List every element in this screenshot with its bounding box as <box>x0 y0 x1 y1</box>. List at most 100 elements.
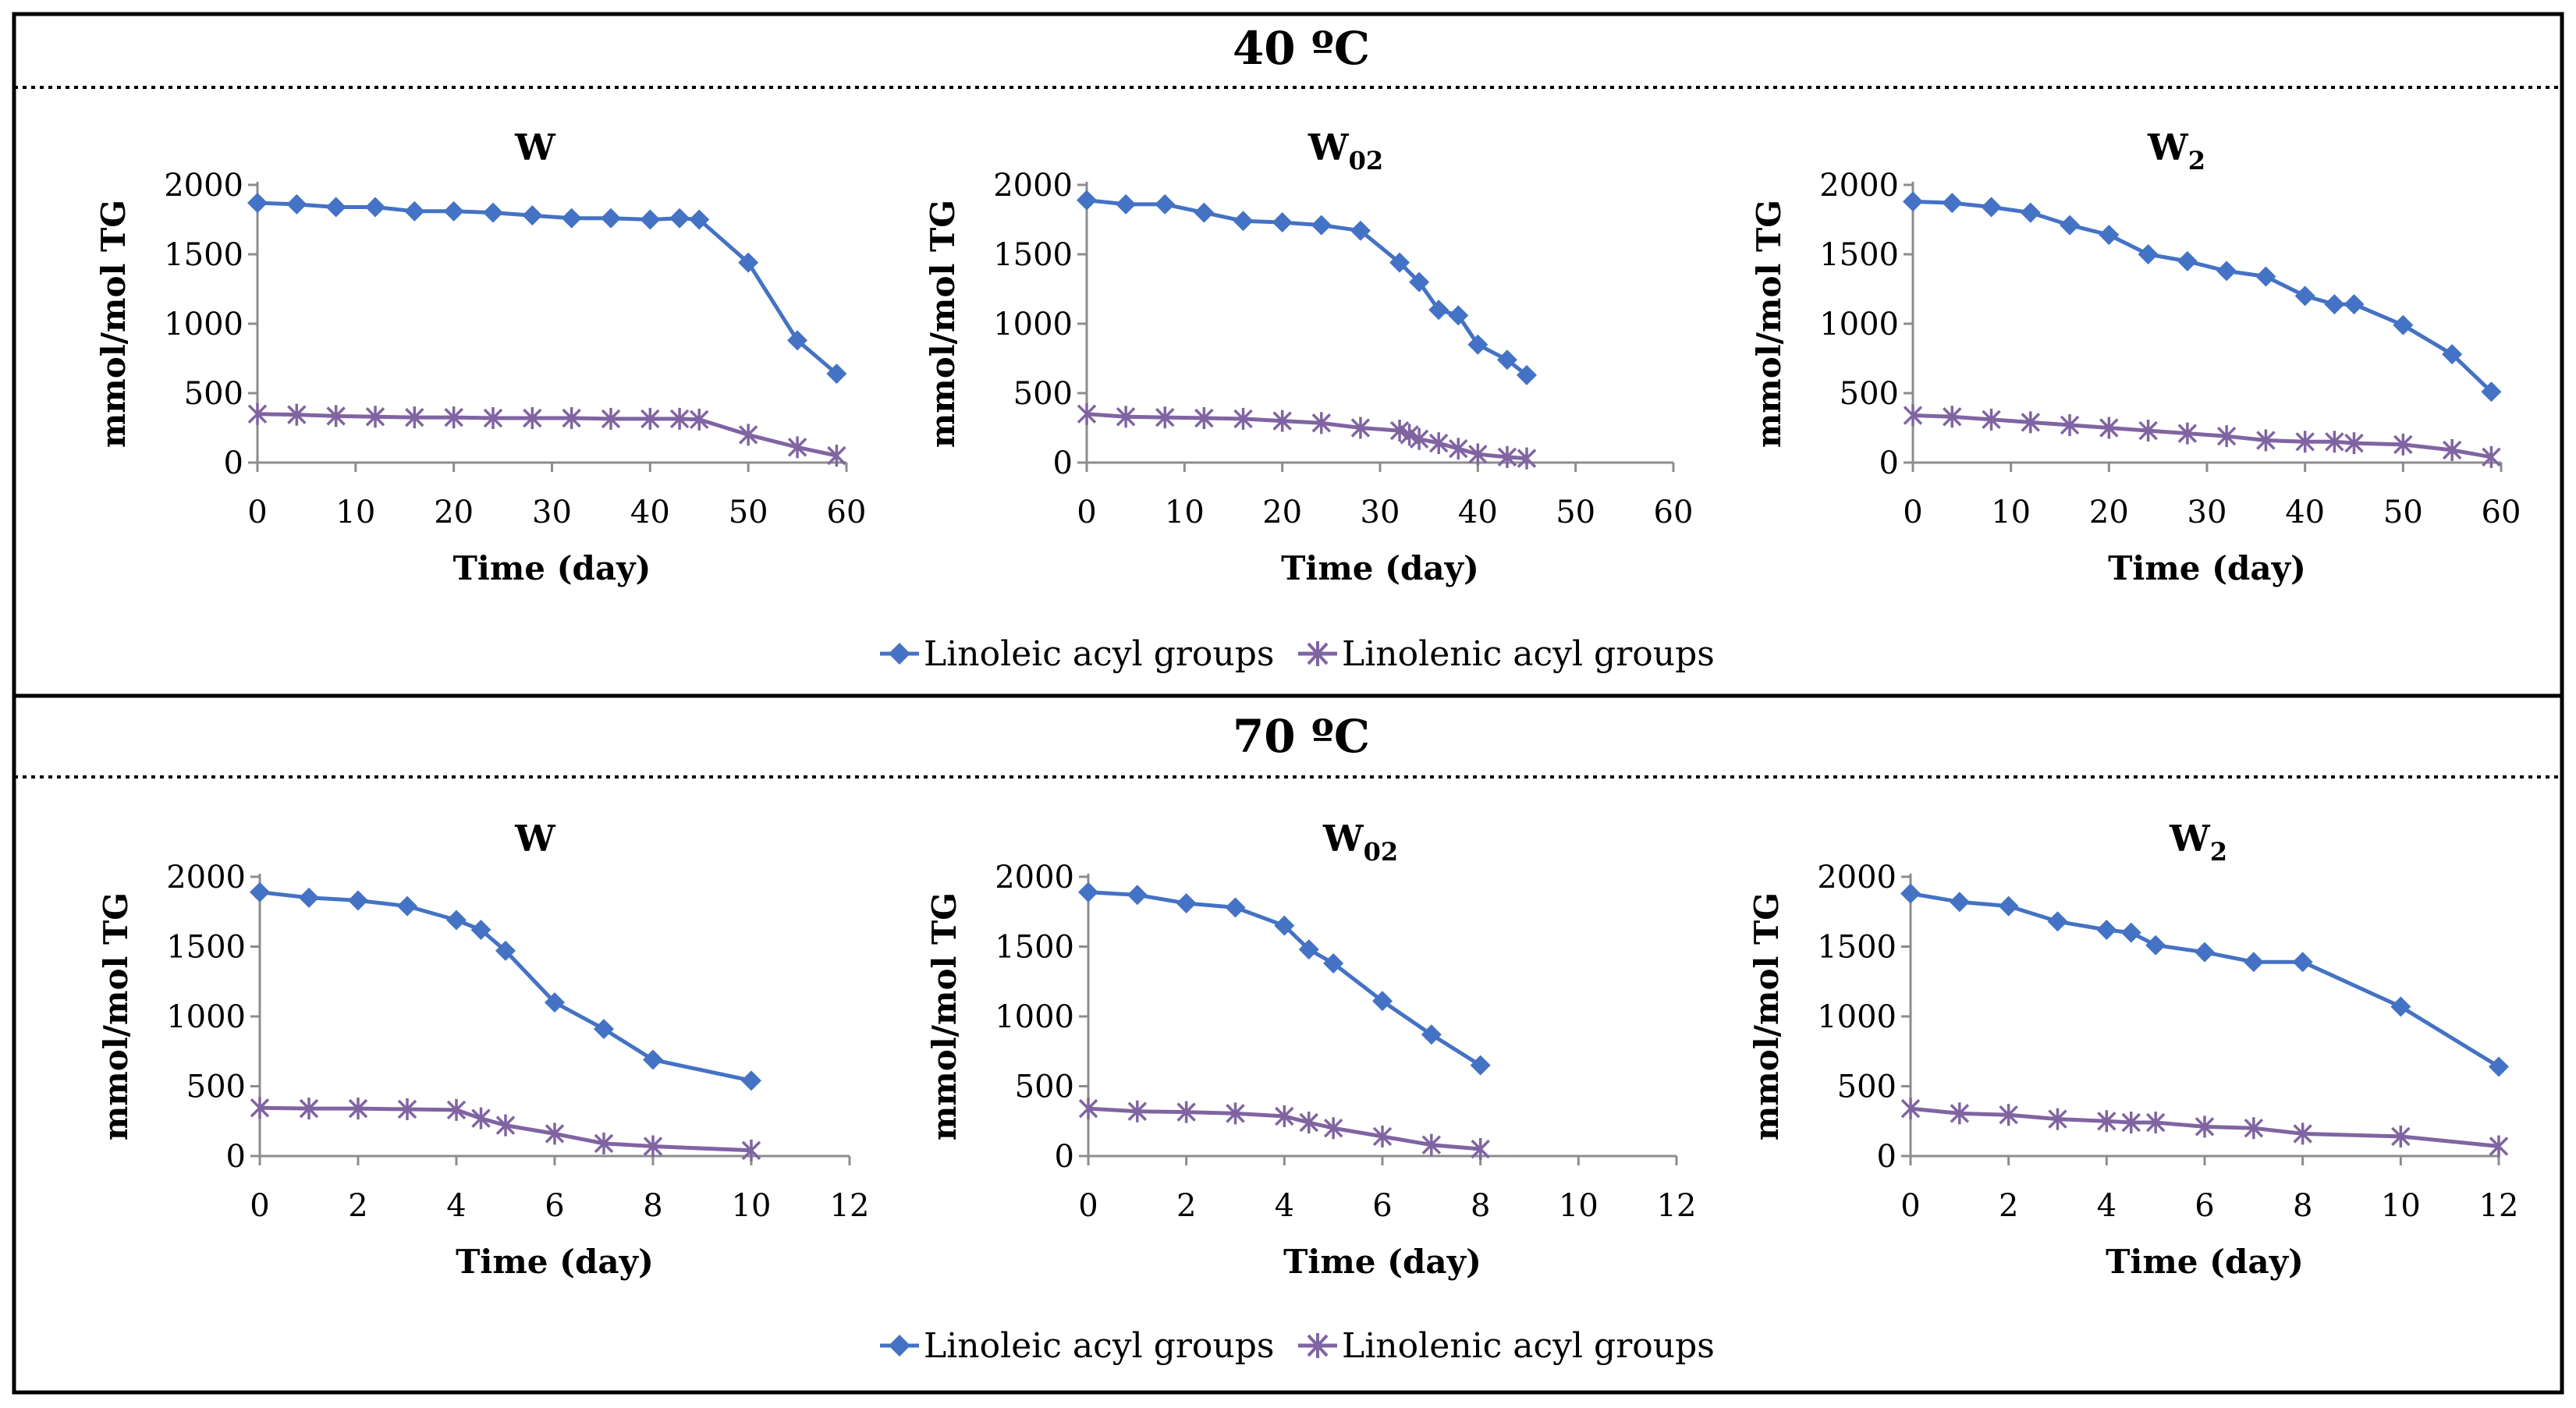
y-tick-label: 500 <box>1837 1069 1897 1105</box>
chart-title: W2 <box>2169 817 2227 867</box>
chart-3: W2 0 500 1000 1500 2000 0 10 20 30 40 50 60 Time (day… <box>1750 126 2521 587</box>
data-point-linolenic <box>601 407 621 430</box>
chart-title: W2 <box>2147 126 2205 176</box>
data-point-linolenic <box>365 406 385 428</box>
data-point-linoleic <box>2255 266 2276 287</box>
x-axis-label: Time (day) <box>1283 1243 1481 1281</box>
data-point-linoleic <box>348 890 368 911</box>
series-line-linoleic <box>1086 198 1528 377</box>
y-tick-label: 2000 <box>1819 168 1899 204</box>
y-tick-label: 2000 <box>993 168 1073 204</box>
series-line-linoleic <box>259 890 752 1083</box>
data-point-linoleic <box>1421 1024 1442 1045</box>
chart-title-subscript: 2 <box>2188 146 2205 176</box>
x-axis-label: Time (day) <box>2108 549 2306 587</box>
data-point-linolenic <box>1127 1100 1148 1122</box>
x-axis-label: Time (day) <box>456 1243 654 1281</box>
data-point-linolenic <box>1943 406 1962 428</box>
y-tick-label: 1500 <box>995 930 1074 966</box>
data-point-linoleic <box>1517 364 1537 385</box>
data-point-linoleic <box>545 992 565 1013</box>
data-point-linolenic <box>1226 1102 1245 1125</box>
y-tick-label: 1000 <box>993 307 1073 342</box>
y-tick-label: 500 <box>1013 376 1073 412</box>
data-point-linoleic <box>483 202 503 223</box>
data-point-linoleic <box>443 200 464 222</box>
data-point-linoleic <box>397 896 417 917</box>
data-point-linoleic <box>1900 883 1921 904</box>
x-tick-label: 10 <box>732 1188 772 1224</box>
data-point-linoleic <box>2138 244 2159 264</box>
data-point-linolenic <box>397 1098 417 1121</box>
data-point-linolenic <box>1272 410 1292 432</box>
x-tick-label: 30 <box>1361 495 1400 530</box>
data-point-linoleic <box>2294 286 2315 307</box>
legend-linoleic-marker <box>889 1335 910 1357</box>
x-tick-label: 6 <box>545 1188 564 1224</box>
data-point-linolenic <box>405 406 424 429</box>
data-point-linoleic <box>365 197 385 218</box>
data-point-linolenic <box>2489 1135 2509 1158</box>
data-point-linoleic <box>1470 1055 1491 1076</box>
chart-title-subscript: 02 <box>1364 837 1399 867</box>
data-point-linoleic <box>2177 250 2198 271</box>
data-point-linoleic <box>1448 305 1469 326</box>
data-point-linolenic <box>669 407 690 430</box>
legend-panel-40: Linoleic acyl groups Linolenic acyl grou… <box>880 634 1715 674</box>
data-point-linoleic <box>1274 915 1295 936</box>
data-point-linoleic <box>247 193 268 214</box>
data-point-linoleic <box>250 881 270 903</box>
legend-linolenic-label: Linolenic acyl groups <box>1342 634 1715 674</box>
chart-6: W2 0 500 1000 1500 2000 0 2 4 6 8 10 12 Time (day) mmo… <box>1747 817 2518 1281</box>
data-point-linoleic <box>1942 193 1963 214</box>
data-point-linoleic <box>1298 939 1319 960</box>
y-axis-label: mmol/mol TG <box>94 200 133 448</box>
x-tick-label: 60 <box>1654 495 1694 530</box>
data-point-linolenic <box>2393 433 2413 456</box>
x-tick-label: 20 <box>2089 495 2129 530</box>
y-tick-label: 1500 <box>1817 930 1897 966</box>
x-tick-label: 0 <box>247 495 267 530</box>
chart-4: W 0 500 1000 1500 2000 0 2 4 6 8 10 12 Time (day) mmol… <box>97 817 869 1281</box>
data-point-linolenic <box>640 407 660 430</box>
data-point-linolenic <box>471 1107 491 1130</box>
series-line-linolenic <box>1912 413 2492 459</box>
series-line-linolenic <box>1910 1106 2500 1148</box>
data-point-linolenic <box>2295 431 2315 453</box>
series-line-linoleic <box>257 200 839 376</box>
chart-title: W <box>514 817 556 860</box>
x-tick-label: 40 <box>2285 495 2325 530</box>
data-point-linolenic <box>2216 425 2237 448</box>
y-tick-label: 1000 <box>1819 307 1899 342</box>
y-tick-label: 0 <box>1055 1139 1074 1175</box>
data-point-linolenic <box>2138 420 2158 442</box>
data-point-linolenic <box>1421 1133 1442 1156</box>
x-tick-label: 8 <box>643 1188 662 1224</box>
data-point-linolenic <box>1517 447 1537 470</box>
data-point-linolenic <box>1323 1117 1343 1140</box>
x-tick-label: 10 <box>335 495 375 530</box>
x-tick-label: 4 <box>1275 1188 1294 1224</box>
y-axis-label: mmol/mol TG <box>924 200 962 448</box>
y-tick-label: 2000 <box>164 168 243 204</box>
chart-1: W 0 500 1000 1500 2000 0 10 20 30 40 50 60 Time (day)… <box>94 126 866 587</box>
data-point-linolenic <box>643 1135 663 1158</box>
y-tick-label: 0 <box>1053 445 1073 481</box>
data-point-linoleic <box>1077 190 1097 211</box>
x-tick-label: 12 <box>2479 1188 2519 1224</box>
data-point-linolenic <box>738 424 758 446</box>
y-tick-label: 1000 <box>1817 999 1897 1035</box>
data-point-linoleic <box>1496 349 1517 371</box>
data-point-linolenic <box>2097 1110 2117 1133</box>
legend-linolenic-marker <box>1307 641 1329 666</box>
y-tick-label: 0 <box>226 1139 246 1175</box>
data-point-linoleic <box>1225 897 1246 918</box>
series-line-linoleic <box>1088 890 1482 1067</box>
x-tick-label: 0 <box>250 1188 269 1224</box>
chart-title-subscript: 2 <box>2210 837 2227 867</box>
chart-title-subscript: 02 <box>1349 146 1384 176</box>
data-point-linoleic <box>2096 920 2117 941</box>
y-tick-label: 2000 <box>166 860 246 896</box>
x-tick-label: 30 <box>2187 495 2227 530</box>
